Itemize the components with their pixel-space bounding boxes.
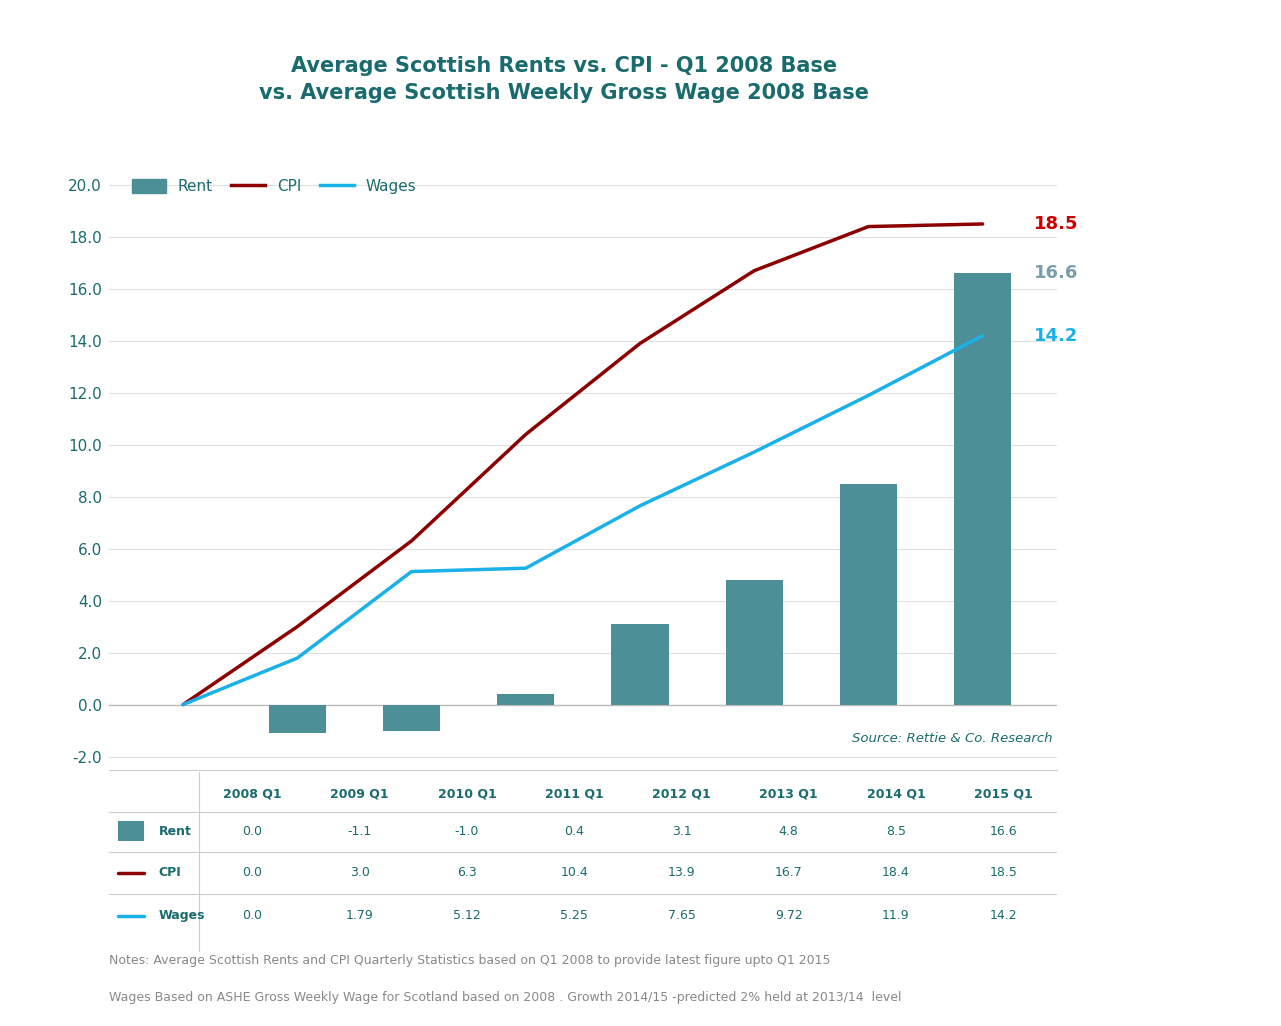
Text: 2014 Q1: 2014 Q1 [866,787,925,800]
Text: CPI: CPI [159,866,182,879]
Text: Rent: Rent [159,825,192,838]
Bar [383,705,441,731]
Text: 7.65: 7.65 [667,909,696,922]
Text: 11.9: 11.9 [883,909,910,922]
Text: 18.4: 18.4 [883,866,910,879]
Text: 14.2: 14.2 [1034,326,1079,345]
Text: 8.5: 8.5 [886,825,906,838]
Bar [269,705,325,734]
Text: 2013 Q1: 2013 Q1 [760,787,819,800]
Text: 2008 Q1: 2008 Q1 [223,787,282,800]
Text: 5.12: 5.12 [453,909,480,922]
Text: 2011 Q1: 2011 Q1 [544,787,603,800]
Text: Wages Based on ASHE Gross Weekly Wage for Scotland based on 2008 . Growth 2014/1: Wages Based on ASHE Gross Weekly Wage fo… [109,991,902,1003]
Text: Average Scottish Rents vs. CPI - Q1 2008 Base
vs. Average Scottish Weekly Gross : Average Scottish Rents vs. CPI - Q1 2008… [259,56,869,103]
Legend: Rent, CPI, Wages: Rent, CPI, Wages [126,172,423,200]
Bar [954,273,1011,705]
Text: Wages: Wages [159,909,205,922]
Text: 9.72: 9.72 [775,909,803,922]
Text: 2012 Q1: 2012 Q1 [652,787,711,800]
Text: 18.5: 18.5 [1034,215,1079,233]
Text: Source: Rettie & Co. Research: Source: Rettie & Co. Research [852,733,1052,745]
Text: 3.1: 3.1 [671,825,692,838]
Text: 16.6: 16.6 [989,825,1017,838]
Text: 0.0: 0.0 [242,909,263,922]
Text: 2009 Q1: 2009 Q1 [330,787,389,800]
Bar [840,483,897,705]
Text: Ⓡ: Ⓡ [1084,51,1095,70]
Text: 14.2: 14.2 [989,909,1017,922]
Bar [725,580,783,705]
Text: 0.4: 0.4 [565,825,584,838]
Text: 16.7: 16.7 [775,866,803,879]
Text: 6.3: 6.3 [457,866,477,879]
Bar [611,624,669,705]
Text: 18.5: 18.5 [989,866,1017,879]
Text: 0.0: 0.0 [242,866,263,879]
Text: 13.9: 13.9 [667,866,696,879]
Text: 4.8: 4.8 [779,825,798,838]
Text: Notes: Average Scottish Rents and CPI Quarterly Statistics based on Q1 2008 to p: Notes: Average Scottish Rents and CPI Qu… [109,954,830,968]
Text: -1.0: -1.0 [455,825,479,838]
FancyBboxPatch shape [118,822,145,841]
Text: -1.1: -1.1 [347,825,371,838]
Text: RETTIE: RETTIE [1132,48,1225,73]
Text: 16.6: 16.6 [1034,265,1079,282]
Text: 2010 Q1: 2010 Q1 [438,787,497,800]
Text: 3.0: 3.0 [350,866,370,879]
Text: 10.4: 10.4 [560,866,588,879]
Text: 0.0: 0.0 [242,825,263,838]
Text: 2015 Q1: 2015 Q1 [974,787,1032,800]
Text: 1.79: 1.79 [346,909,374,922]
Text: 5.25: 5.25 [560,909,588,922]
Bar [497,695,555,705]
